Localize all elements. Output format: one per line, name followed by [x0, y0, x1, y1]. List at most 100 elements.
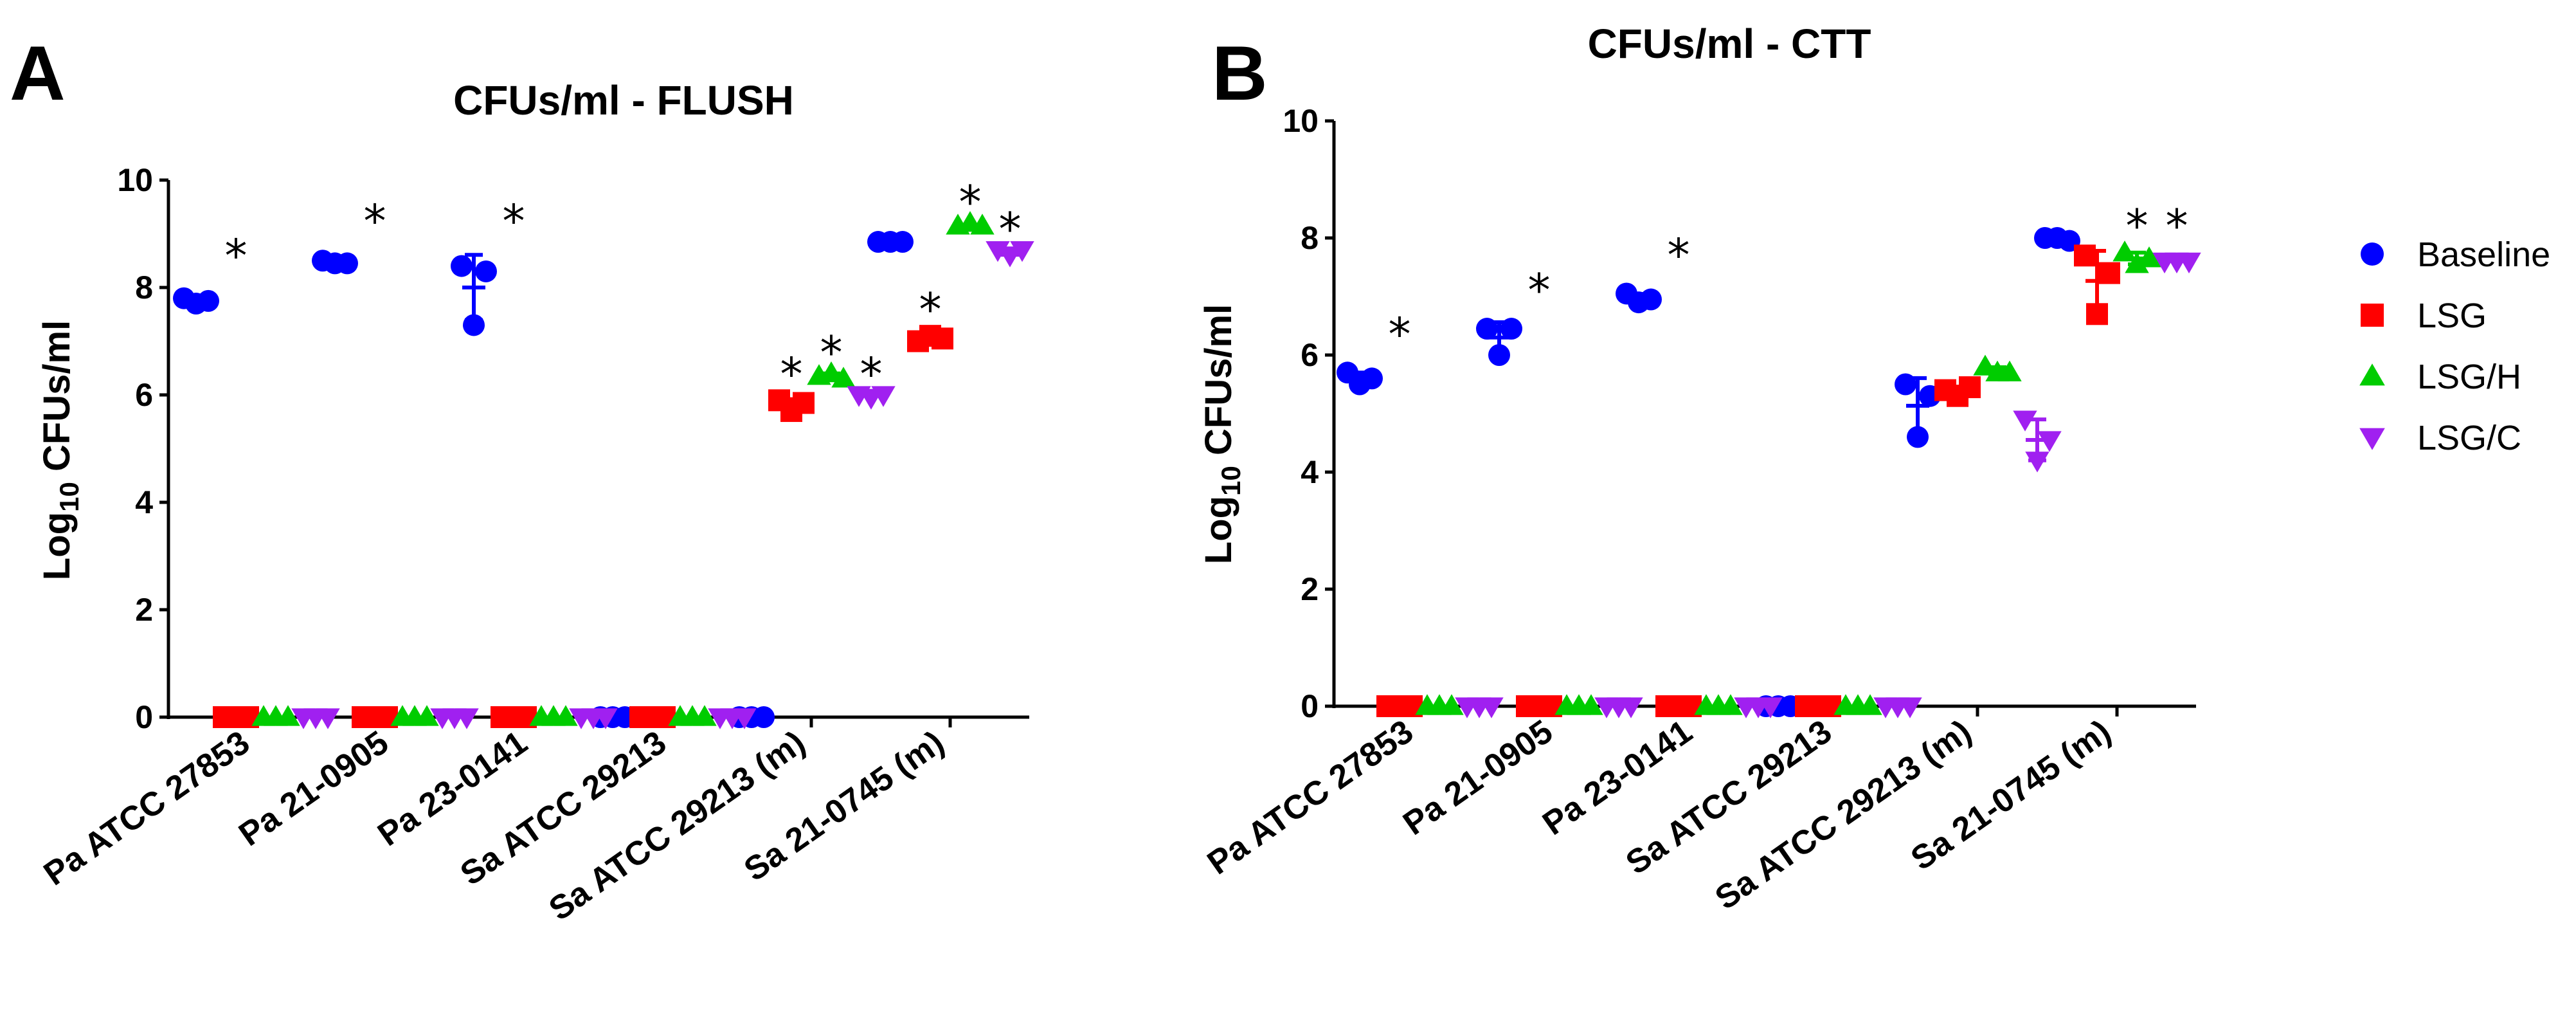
- panel-b-y-tick-label: 4: [1301, 454, 1319, 490]
- panel-b-point-lsg: [1959, 376, 1981, 399]
- panel-b-significance-star: *: [1389, 308, 1411, 361]
- panel-b-significance-star: *: [2126, 200, 2148, 253]
- panel-a-significance-star: *: [860, 348, 883, 401]
- panel-a-point-lsg-h: [831, 367, 856, 388]
- panel-a-category-label: Pa 21-0905: [232, 724, 395, 853]
- panel-b-title: CFUs/ml - CTT: [1588, 21, 1871, 67]
- panel-a-significance-star: *: [780, 348, 803, 401]
- panel-a-point-lsg-c: [871, 386, 896, 407]
- panel-a-point-baseline: [463, 314, 485, 336]
- panel-b-category-label: Pa ATCC 27853: [1201, 713, 1420, 882]
- panel-a-point-lsg-c: [316, 708, 340, 729]
- legend-label: LSG/H: [2417, 358, 2521, 396]
- panel-b-significance-star: *: [1528, 264, 1551, 317]
- panel-b-point-lsg-h: [2112, 241, 2137, 262]
- panel-b-point-baseline: [1488, 344, 1510, 366]
- legend-marker-lsg: [2361, 304, 2384, 327]
- panel-a-significance-star: *: [820, 327, 843, 379]
- panel-b-significance-star: *: [2166, 200, 2188, 253]
- panel-b-y-tick-label: 0: [1301, 688, 1319, 724]
- panel-b-category-label: Pa 21-0905: [1396, 713, 1560, 843]
- panel-a-category-label: Sa ATCC 29213 (m): [543, 724, 812, 928]
- panel-a-point-baseline: [475, 260, 497, 282]
- panel-b-point-lsg-h: [1973, 354, 1997, 376]
- panel-a-point-lsg-h: [692, 705, 717, 726]
- panel-a-y-tick-label: 4: [135, 484, 153, 520]
- panel-a-point-lsg: [932, 327, 953, 350]
- panel-a-significance-star: *: [503, 195, 525, 248]
- panel-a-significance-star: *: [919, 284, 942, 336]
- panel-b-point-lsg-h: [1439, 694, 1464, 715]
- panel-b-point-lsg-c: [1479, 697, 1504, 718]
- panel-b-point-lsg: [2098, 262, 2120, 284]
- panel-b-y-tick-label: 8: [1301, 220, 1319, 256]
- panel-a-point-lsg-h: [970, 214, 995, 235]
- panel-a-point-lsg-h: [819, 361, 843, 383]
- panel-a-point-baseline: [753, 706, 775, 728]
- legend-label: LSG/C: [2417, 419, 2521, 457]
- panel-a-title: CFUs/ml - FLUSH: [453, 77, 794, 123]
- panel-b-point-baseline: [1640, 288, 1662, 311]
- panel-b-point-lsg-c: [1758, 697, 1783, 718]
- panel-b-point-lsg-h: [1997, 360, 2022, 381]
- panel-b-y-tick-label: 10: [1283, 103, 1319, 139]
- legend-marker-baseline: [2361, 242, 2384, 266]
- panel-a-point-baseline: [336, 252, 358, 275]
- panel-a-letter: A: [10, 30, 66, 116]
- panel-a-point-lsg-h: [276, 705, 300, 726]
- panel-b-point-baseline: [1361, 367, 1383, 390]
- panel-b-point-lsg-h: [1579, 694, 1603, 715]
- panel-a-point-lsg-c: [593, 708, 618, 729]
- legend-label: LSG: [2417, 297, 2487, 335]
- panel-a-y-tick-label: 2: [135, 592, 153, 628]
- panel-a-point-baseline: [197, 289, 219, 312]
- panel-a-point-baseline: [892, 231, 914, 253]
- panel-a-y-tick-label: 8: [135, 269, 153, 306]
- panel-b-letter: B: [1212, 30, 1268, 116]
- panel-a-y-tick-label: 6: [135, 377, 153, 413]
- panel-b-category-label: Sa ATCC 29213 (m): [1709, 713, 1978, 917]
- panel-a-ylabel: Log10 CFUs/ml: [36, 320, 84, 580]
- panel-b-point-lsg-c: [2037, 431, 2062, 452]
- panel-a-point-lsg-c: [998, 246, 1022, 268]
- panel-b-point-baseline: [1476, 318, 1498, 340]
- panel-b-point-lsg: [2074, 244, 2096, 267]
- panel-b-point-lsg-h: [1718, 694, 1743, 715]
- panel-a-significance-star: *: [959, 176, 982, 229]
- panel-a-point-lsg-c: [732, 708, 757, 729]
- panel-a-significance-star: *: [999, 203, 1022, 255]
- panel-b-point-lsg-h: [1858, 694, 1882, 715]
- panel-a-point-lsg-c: [455, 708, 479, 729]
- panel-a-point-lsg-h: [415, 705, 439, 726]
- panel-b-point-lsg-c: [1898, 697, 1922, 718]
- panel-b-point-lsg-c: [2177, 252, 2201, 274]
- panel-b-point-lsg: [2086, 303, 2108, 325]
- panel-b-y-tick-label: 6: [1301, 337, 1319, 373]
- panel-a-category-label: Pa ATCC 27853: [37, 724, 257, 893]
- panel-b-point-lsg-h: [2137, 246, 2161, 268]
- panel-b-significance-star: *: [1668, 229, 1690, 282]
- panel-a-point-lsg-c: [1010, 241, 1034, 262]
- panel-b-point-lsg-h: [2125, 252, 2149, 273]
- panel-a-significance-star: *: [364, 195, 386, 248]
- panel-b-point-baseline: [1895, 373, 1916, 396]
- panel-a-y-tick-label: 10: [117, 162, 153, 198]
- panel-a-point-baseline: [451, 255, 473, 277]
- panel-b-point-lsg-c: [1619, 697, 1643, 718]
- panel-a-point-lsg: [793, 392, 815, 414]
- panel-a-point-lsg-c: [986, 241, 1010, 262]
- panel-b-point-lsg-c: [2013, 410, 2037, 432]
- panel-a-significance-star: *: [225, 230, 248, 282]
- legend-marker-lsg-h: [2359, 363, 2385, 386]
- panel-b-point-baseline: [1907, 426, 1929, 448]
- legend: Baseline LSG LSG/H LSG/C: [2359, 235, 2550, 457]
- panel-b-ylabel: Log10 CFUs/ml: [1198, 304, 1246, 564]
- panel-a-point-lsg-h: [554, 705, 578, 726]
- legend-label: Baseline: [2417, 235, 2550, 274]
- panel-b-point-lsg-c: [2025, 452, 2049, 473]
- panel-b-y-tick-label: 2: [1301, 571, 1319, 607]
- legend-marker-lsg-c: [2359, 428, 2385, 450]
